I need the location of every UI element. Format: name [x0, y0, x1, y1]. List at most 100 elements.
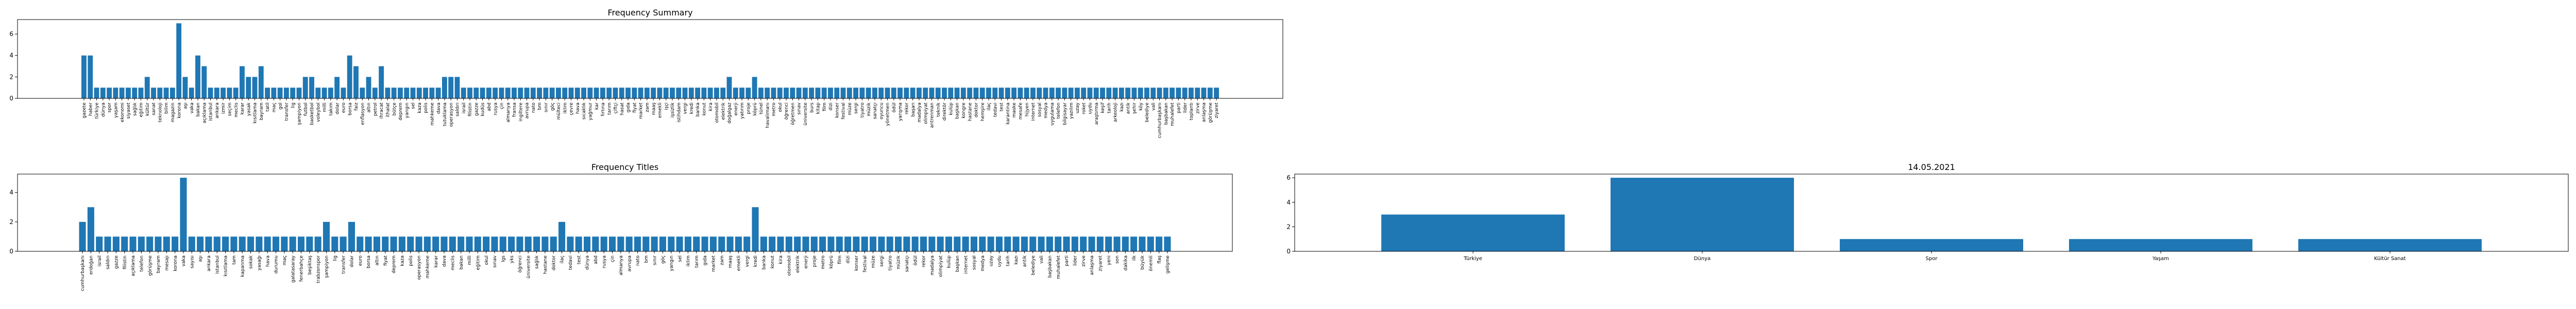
bar — [1147, 236, 1154, 251]
bar — [670, 88, 675, 98]
x-tick-label: polis — [423, 102, 429, 113]
x-tick-label: havalimanı — [765, 102, 770, 128]
bar — [562, 88, 568, 98]
x-tick-label: dava — [436, 102, 442, 114]
bar — [1062, 88, 1067, 98]
bar — [144, 77, 150, 98]
x-tick-label: doktor — [974, 102, 979, 117]
x-tick-label: vaka — [181, 255, 187, 266]
bar — [334, 77, 340, 98]
x-tick-label: israil — [97, 255, 103, 266]
x-tick-label: dakika — [1123, 255, 1128, 271]
x-tick-label: görüşme — [148, 255, 153, 276]
x-tick-label: ekonomi — [120, 102, 125, 122]
bar — [1018, 88, 1023, 98]
x-tick-label: mahkeme — [430, 102, 435, 126]
x-tick-label: olimpiyat — [938, 255, 943, 277]
x-tick-label: lgs — [501, 255, 506, 262]
bar — [1093, 88, 1099, 98]
x-tick-label: rekor — [904, 102, 909, 114]
x-tick-label: açıklama — [202, 102, 207, 123]
bar — [271, 88, 277, 98]
bar — [600, 236, 607, 251]
bar — [625, 236, 633, 251]
x-tick-label: köprü — [753, 102, 758, 116]
bar — [644, 88, 650, 98]
x-tick-label: bakan — [459, 255, 464, 270]
x-tick-label: araştırma — [1094, 102, 1099, 125]
bar — [827, 236, 835, 251]
x-tick-label: hava — [575, 102, 581, 114]
bar — [859, 88, 865, 98]
x-tick-label: tiyatro — [888, 255, 893, 271]
x-tick-label: beşiktaş — [308, 255, 313, 275]
x-tick-label: uydu — [997, 255, 1003, 267]
bar — [151, 88, 156, 98]
x-tick-label: cumhurbaşkanı — [80, 255, 86, 291]
bar — [1100, 88, 1105, 98]
x-tick-label: filistin — [468, 102, 473, 116]
x-tick-label: transfer — [284, 102, 290, 121]
bar — [684, 236, 691, 251]
bar — [230, 236, 238, 251]
bar — [840, 88, 846, 98]
x-tick-label: altın — [367, 102, 372, 113]
x-tick-label: doktor — [551, 255, 556, 270]
x-tick-label: aşı — [198, 255, 204, 262]
x-tick-label: sokak — [249, 255, 254, 269]
x-tick-label: film — [837, 255, 842, 264]
x-tick-label: Spor — [1926, 256, 1938, 262]
bar — [423, 88, 428, 98]
x-tick-label: ödül — [892, 102, 897, 112]
x-tick-label: direktör — [942, 102, 947, 121]
x-tick-label: telefon — [1056, 102, 1061, 118]
bar — [537, 88, 543, 98]
bar — [568, 88, 574, 98]
bar — [1074, 88, 1080, 98]
bar — [1125, 88, 1131, 98]
bar — [113, 88, 118, 98]
bar — [474, 236, 481, 251]
bar — [682, 88, 688, 98]
x-tick-label: üniversite — [803, 102, 808, 126]
x-tick-label: fransa — [512, 102, 517, 117]
bar — [1182, 88, 1188, 98]
x-tick-label: kısıtlama — [253, 102, 258, 124]
bar — [163, 236, 170, 251]
x-tick-label: nato — [636, 255, 641, 266]
bar — [233, 88, 239, 98]
x-tick-label: otomobil — [715, 102, 720, 123]
x-tick-label: büyük — [1140, 255, 1145, 269]
bar — [366, 77, 371, 98]
bar — [213, 236, 221, 251]
bar — [834, 88, 840, 98]
bar — [246, 77, 251, 98]
bar — [483, 236, 490, 251]
bar — [214, 88, 219, 98]
bar — [390, 236, 397, 251]
x-tick-label: polis — [409, 255, 414, 266]
x-tick-label: avrupa — [627, 255, 632, 271]
bar — [125, 88, 131, 98]
x-tick-label: banka — [762, 255, 767, 270]
bar — [315, 88, 321, 98]
x-tick-label: uygulama — [1050, 102, 1055, 126]
x-tick-label: öğrenci — [784, 102, 789, 119]
bar — [809, 88, 815, 98]
x-tick-label: antik — [1126, 102, 1131, 114]
x-tick-label: seçim — [228, 102, 233, 116]
x-tick-label: telefon — [139, 255, 144, 271]
x-tick-label: çin — [611, 255, 616, 262]
x-tick-label: Yaşam — [2152, 256, 2169, 262]
bar — [663, 88, 669, 98]
y-tick-label: 0 — [9, 95, 13, 102]
bar — [769, 236, 776, 251]
bar — [903, 236, 910, 251]
bar — [765, 88, 770, 98]
bar — [853, 236, 860, 251]
bar — [844, 236, 852, 251]
x-tick-label: festival — [841, 102, 846, 119]
x-tick-label: test — [999, 102, 1005, 112]
x-tick-label: bayram — [156, 255, 161, 273]
x-tick-label: bm — [644, 255, 649, 263]
